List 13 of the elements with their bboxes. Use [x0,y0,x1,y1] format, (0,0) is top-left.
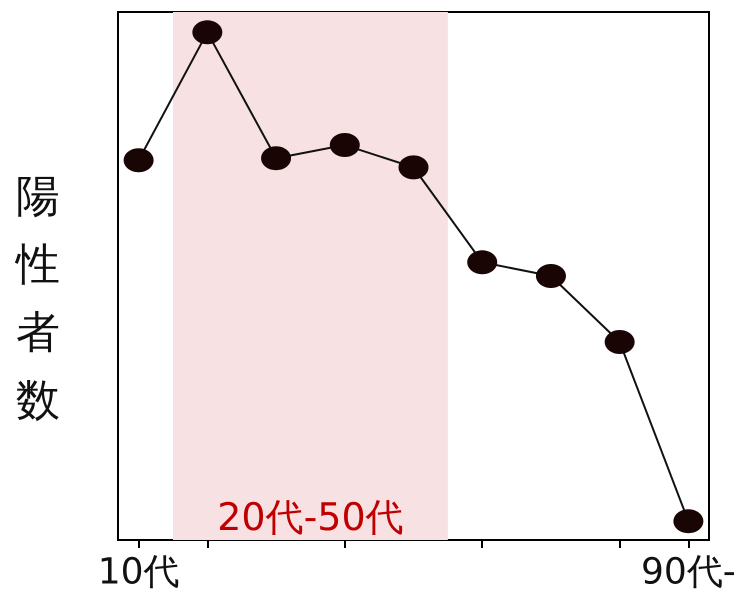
point [467,250,498,274]
point [398,155,428,180]
point [604,330,635,354]
point [192,20,222,44]
point [261,146,292,170]
point [124,148,154,172]
band-label: 20代-50代 [217,495,404,539]
point [536,264,566,288]
x-tick-label: 90代- [640,552,736,592]
point [330,133,360,158]
y-axis-title: 陽性者数 [14,171,60,426]
x-tick-label: 10代 [98,552,180,592]
point [673,509,704,534]
